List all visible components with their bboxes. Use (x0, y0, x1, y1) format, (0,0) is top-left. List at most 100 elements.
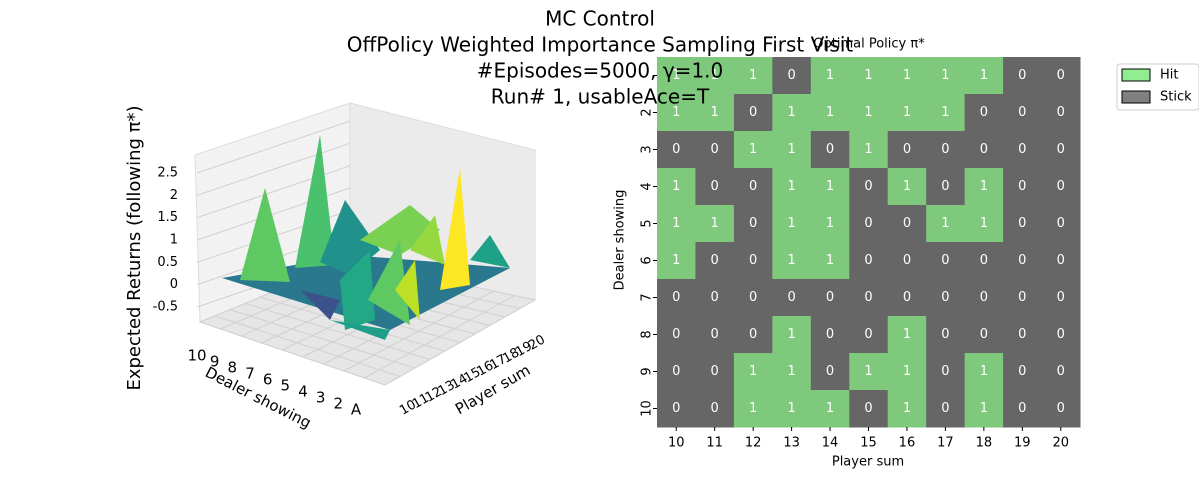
cell (887, 390, 927, 428)
cell (964, 390, 1004, 428)
cell-label: 1 (864, 142, 872, 157)
cell (887, 353, 927, 391)
cell (810, 205, 850, 243)
cell-label: 1 (787, 142, 795, 157)
x-tick-label: 16 (899, 436, 916, 451)
z-tick-label: 2 (170, 188, 178, 203)
z-tick-label: 1.5 (157, 210, 178, 225)
cell (1041, 316, 1081, 354)
player-tick-label: 16 (474, 358, 496, 379)
y-tick-label: 5 (640, 219, 655, 227)
suptitle-line: #Episodes=5000, γ=1.0 (477, 59, 724, 83)
cell (849, 131, 889, 169)
cell (772, 390, 812, 428)
cell-label: 0 (672, 142, 680, 157)
cell-label: 0 (787, 290, 795, 305)
cell-label: 0 (1057, 364, 1065, 379)
cell-label: 0 (826, 290, 834, 305)
cell-label: 1 (980, 179, 988, 194)
cell-label: 0 (941, 290, 949, 305)
suptitle-line: OffPolicy Weighted Importance Sampling F… (347, 33, 854, 57)
cell (1003, 316, 1043, 354)
cell (772, 316, 812, 354)
cell-label: 1 (903, 327, 911, 342)
cell (849, 390, 889, 428)
x-tick-label: 12 (745, 436, 762, 451)
cell-label: 0 (1018, 105, 1026, 120)
cell (926, 131, 966, 169)
heatmap-title: Optimal Policy π* (813, 37, 925, 52)
cell (772, 168, 812, 206)
dealer-tick-label: 6 (263, 371, 273, 389)
cell (887, 94, 927, 132)
dealer-tick-label: 9 (210, 353, 220, 371)
x-tick-label: 20 (1052, 436, 1069, 451)
cell (695, 390, 735, 428)
dealer-tick-label: 4 (298, 383, 308, 401)
player-tick-label: 15 (462, 365, 484, 386)
cell-label: 0 (980, 327, 988, 342)
cell (1003, 390, 1043, 428)
cell (733, 205, 773, 243)
cell-label: 0 (1018, 68, 1026, 83)
cell (1041, 242, 1081, 280)
dealer-tick-label: 7 (245, 365, 255, 383)
cell (810, 279, 850, 317)
cell-label: 1 (826, 253, 834, 268)
z-tick-label: 0.5 (157, 255, 178, 270)
player-tick-label: 10 (397, 397, 419, 418)
cell (733, 353, 773, 391)
cell (887, 242, 927, 280)
cell (657, 390, 696, 428)
cell-label: 0 (980, 253, 988, 268)
cell-label: 0 (864, 401, 872, 416)
cell-label: 1 (787, 253, 795, 268)
cell-label: 0 (941, 179, 949, 194)
cell-label: 1 (826, 68, 834, 83)
cell (926, 57, 966, 95)
cell-label: 0 (1018, 179, 1026, 194)
player-grid-line (244, 302, 431, 360)
cell (1041, 168, 1081, 206)
y-tick-label: 7 (640, 293, 655, 301)
cell (964, 353, 1004, 391)
z-tick-label: 1 (170, 233, 178, 248)
cell-label: 0 (711, 290, 719, 305)
cell (810, 57, 850, 95)
player-tick-label: 14 (449, 371, 471, 392)
player-tick-label: 17 (487, 352, 509, 373)
legend: Hit Stick (1121, 68, 1192, 105)
cell (772, 57, 812, 95)
x-tick-label: 11 (706, 436, 723, 451)
cell-label: 0 (1057, 179, 1065, 194)
cell (733, 316, 773, 354)
cell-label: 0 (864, 179, 872, 194)
cell-label: 0 (826, 327, 834, 342)
cell-label: 0 (1018, 253, 1026, 268)
cell (964, 279, 1004, 317)
z-axis-label: Expected Returns (following π*) (124, 105, 145, 390)
cell (887, 57, 927, 95)
cell-label: 1 (787, 401, 795, 416)
cell (1041, 279, 1081, 317)
cell-label: 0 (1018, 216, 1026, 231)
cell (1003, 168, 1043, 206)
cell (964, 316, 1004, 354)
cell (1003, 242, 1043, 280)
cell-label: 1 (826, 105, 834, 120)
z-grid-line (196, 142, 351, 196)
y-tick-label: 2 (640, 108, 655, 116)
heatmap-y-label: Dealer showing (613, 190, 628, 291)
cell (810, 94, 850, 132)
cell-label: 0 (672, 364, 680, 379)
dealer-tick-label: 3 (316, 389, 326, 407)
cell-label: 0 (1018, 290, 1026, 305)
z-tick-label: 0 (170, 277, 178, 292)
cell-label: 0 (864, 327, 872, 342)
y-tick-label: 4 (640, 182, 655, 190)
x-tick-label: 10 (668, 436, 685, 451)
cell-label: 1 (749, 401, 757, 416)
cell-label: 1 (980, 401, 988, 416)
